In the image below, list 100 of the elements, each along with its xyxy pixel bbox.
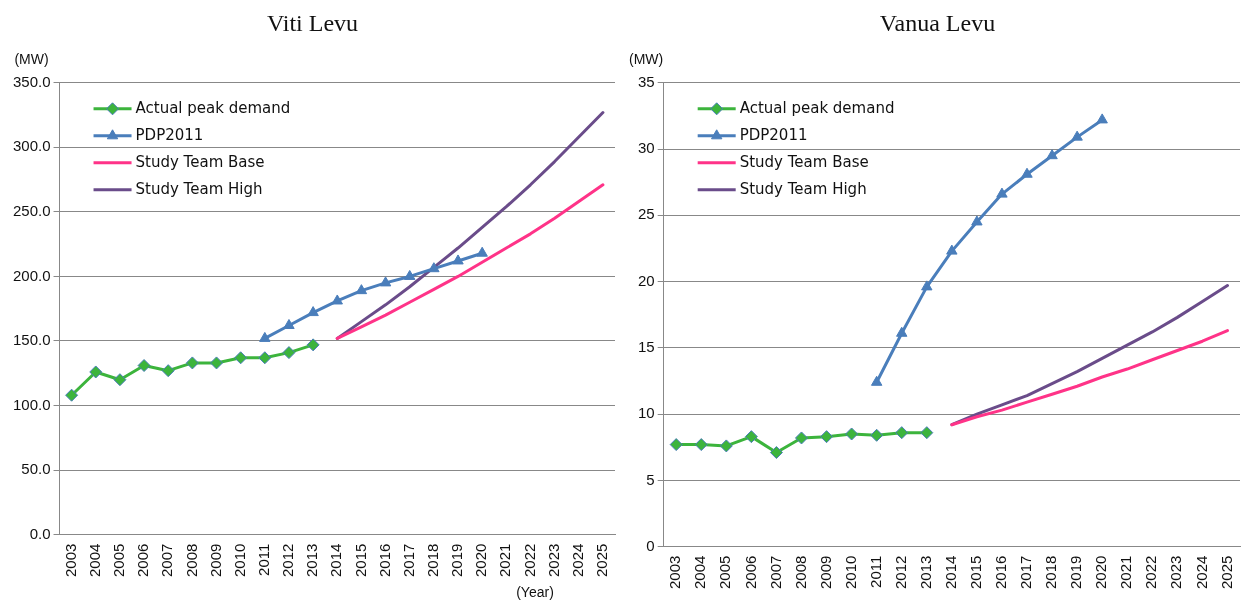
point (428, 262, 440, 273)
y-tick-label: 250.0 (12, 202, 51, 220)
y-tick-label: 100.0 (12, 395, 51, 413)
point (921, 280, 933, 291)
x-tick-label: 2018 (1042, 555, 1060, 590)
point (210, 356, 224, 370)
point (65, 388, 79, 402)
point (870, 428, 884, 442)
chart-title: Viti Levu (266, 9, 359, 36)
x-tick-label: 2004 (85, 543, 103, 578)
point (307, 306, 319, 317)
legend-label: Study Team High (739, 179, 867, 198)
x-tick-label: 2017 (1017, 555, 1035, 590)
x-tick-label: 2012 (279, 543, 297, 578)
x-tick-label: 2024 (568, 543, 586, 578)
x-tick-label: 2016 (992, 555, 1010, 590)
point (283, 319, 295, 329)
y-tick-label: 20 (638, 271, 655, 289)
x-tick-label: 2023 (1167, 555, 1185, 590)
y-tick-label: 350.0 (12, 72, 51, 90)
point (669, 438, 683, 452)
y-tick-label: 10 (638, 404, 655, 422)
legend-label: Actual peak demand (739, 98, 895, 117)
x-tick-label: 2006 (741, 555, 759, 590)
x-tick-label: 2003 (666, 555, 684, 590)
y-tick-label: 150.0 (12, 331, 51, 349)
x-tick-label: 2018 (424, 543, 442, 578)
legend-label: Study Team Base (739, 152, 869, 171)
x-tick-label: 2023 (544, 543, 562, 578)
y-tick-label: 50.0 (21, 460, 51, 478)
legend-label: PDP2011 (135, 125, 204, 144)
y-tick-label: 35 (638, 72, 655, 90)
point (820, 430, 834, 444)
point (89, 365, 103, 379)
point (137, 359, 151, 373)
point (971, 215, 983, 226)
y-axis-title: (MW) (14, 50, 49, 67)
x-tick-label: 2020 (1092, 555, 1110, 590)
y-tick-label: 300.0 (12, 137, 51, 155)
y-tick-label: 200.0 (12, 266, 51, 284)
y-tick-label: 5 (646, 470, 655, 488)
x-tick-label: 2003 (61, 543, 79, 578)
x-tick-label: 2017 (399, 543, 417, 578)
x-tick-label: 2011 (254, 543, 272, 576)
point (234, 351, 248, 365)
x-tick-label: 2008 (791, 555, 809, 590)
point (920, 426, 934, 440)
x-tick-label: 2021 (496, 543, 514, 578)
point (769, 446, 783, 460)
x-tick-label: 2009 (206, 543, 224, 578)
point (946, 244, 958, 255)
y-tick-label: 0 (646, 536, 655, 554)
x-tick-label: 2005 (716, 555, 734, 590)
y-tick-label: 30 (638, 139, 655, 157)
point (1096, 113, 1108, 124)
point (1046, 149, 1058, 160)
x-tick-label: 2019 (1067, 555, 1085, 590)
point (476, 246, 488, 257)
y-tick-label: 25 (638, 205, 655, 223)
x-tick-label: 2009 (816, 555, 834, 590)
x-tick-label: 2015 (967, 555, 985, 590)
x-tick-label: 2005 (110, 543, 128, 578)
x-tick-label: 2007 (158, 543, 176, 578)
x-tick-label: 2020 (472, 543, 490, 578)
x-tick-label: 2004 (691, 555, 709, 590)
point (258, 351, 272, 365)
x-axis-title: (Year) (516, 583, 554, 600)
x-tick-label: 2012 (891, 555, 909, 590)
y-tick-label: 0.0 (29, 524, 51, 542)
point (161, 364, 175, 378)
x-tick-label: 2021 (1117, 555, 1135, 590)
point (719, 439, 733, 453)
x-tick-label: 2015 (351, 543, 369, 578)
legend-label: Study Team Base (135, 152, 265, 171)
x-tick-label: 2024 (1192, 555, 1210, 590)
y-tick-label: 15 (638, 337, 655, 355)
point (259, 331, 271, 342)
x-tick-label: 2006 (134, 543, 152, 578)
x-tick-label: 2016 (375, 543, 393, 578)
legend-label: Study Team High (135, 179, 263, 198)
x-tick-label: 2010 (230, 543, 248, 578)
point (1071, 130, 1083, 141)
point (404, 269, 416, 280)
point (379, 276, 392, 287)
x-tick-label: 2025 (593, 543, 611, 578)
x-tick-label: 2014 (327, 543, 345, 578)
point (896, 326, 908, 337)
point (306, 338, 320, 352)
x-tick-label: 2019 (448, 543, 466, 578)
chart-title: Vanua Levu (879, 9, 996, 36)
point (996, 187, 1008, 198)
x-tick-label: 2011 (866, 555, 884, 588)
point (694, 438, 708, 452)
point (355, 284, 368, 295)
point (452, 254, 464, 265)
point (744, 430, 758, 444)
x-tick-label: 2013 (916, 555, 934, 590)
x-tick-label: 2007 (766, 555, 784, 590)
y-axis-title: (MW) (629, 50, 664, 67)
legend-label: PDP2011 (739, 125, 808, 144)
